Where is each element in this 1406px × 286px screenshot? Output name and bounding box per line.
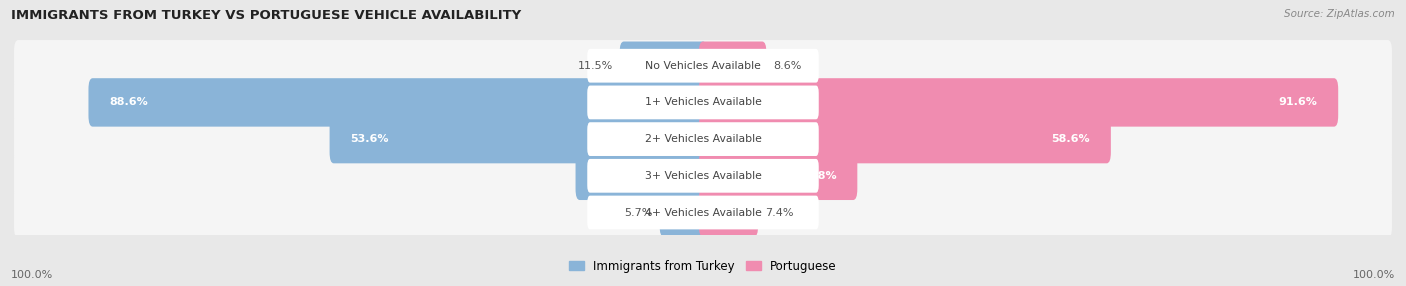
Text: 21.8%: 21.8% (799, 171, 837, 181)
FancyBboxPatch shape (699, 78, 1339, 127)
Text: 7.4%: 7.4% (765, 208, 793, 218)
Text: 2+ Vehicles Available: 2+ Vehicles Available (644, 134, 762, 144)
FancyBboxPatch shape (588, 49, 818, 83)
Text: 91.6%: 91.6% (1278, 98, 1317, 108)
Text: 1+ Vehicles Available: 1+ Vehicles Available (644, 98, 762, 108)
FancyBboxPatch shape (620, 41, 707, 90)
Text: IMMIGRANTS FROM TURKEY VS PORTUGUESE VEHICLE AVAILABILITY: IMMIGRANTS FROM TURKEY VS PORTUGUESE VEH… (11, 9, 522, 21)
Legend: Immigrants from Turkey, Portuguese: Immigrants from Turkey, Portuguese (565, 255, 841, 277)
Text: 5.7%: 5.7% (624, 208, 652, 218)
Text: 3+ Vehicles Available: 3+ Vehicles Available (644, 171, 762, 181)
FancyBboxPatch shape (588, 196, 818, 229)
Text: 88.6%: 88.6% (110, 98, 148, 108)
FancyBboxPatch shape (699, 188, 758, 237)
FancyBboxPatch shape (588, 159, 818, 193)
Text: 4+ Vehicles Available: 4+ Vehicles Available (644, 208, 762, 218)
Text: 11.5%: 11.5% (578, 61, 613, 71)
Text: 100.0%: 100.0% (11, 270, 53, 280)
FancyBboxPatch shape (699, 41, 766, 90)
FancyBboxPatch shape (329, 115, 707, 163)
FancyBboxPatch shape (89, 78, 707, 127)
FancyBboxPatch shape (699, 152, 858, 200)
Text: 53.6%: 53.6% (350, 134, 389, 144)
FancyBboxPatch shape (588, 86, 818, 119)
FancyBboxPatch shape (14, 114, 1392, 165)
FancyBboxPatch shape (659, 188, 707, 237)
FancyBboxPatch shape (14, 77, 1392, 128)
FancyBboxPatch shape (699, 115, 1111, 163)
Text: 58.6%: 58.6% (1052, 134, 1090, 144)
FancyBboxPatch shape (14, 40, 1392, 92)
Text: No Vehicles Available: No Vehicles Available (645, 61, 761, 71)
FancyBboxPatch shape (588, 122, 818, 156)
Text: Source: ZipAtlas.com: Source: ZipAtlas.com (1284, 9, 1395, 19)
FancyBboxPatch shape (14, 187, 1392, 238)
FancyBboxPatch shape (14, 150, 1392, 202)
FancyBboxPatch shape (575, 152, 707, 200)
Text: 17.9%: 17.9% (596, 171, 636, 181)
Text: 8.6%: 8.6% (773, 61, 801, 71)
Text: 100.0%: 100.0% (1353, 270, 1395, 280)
